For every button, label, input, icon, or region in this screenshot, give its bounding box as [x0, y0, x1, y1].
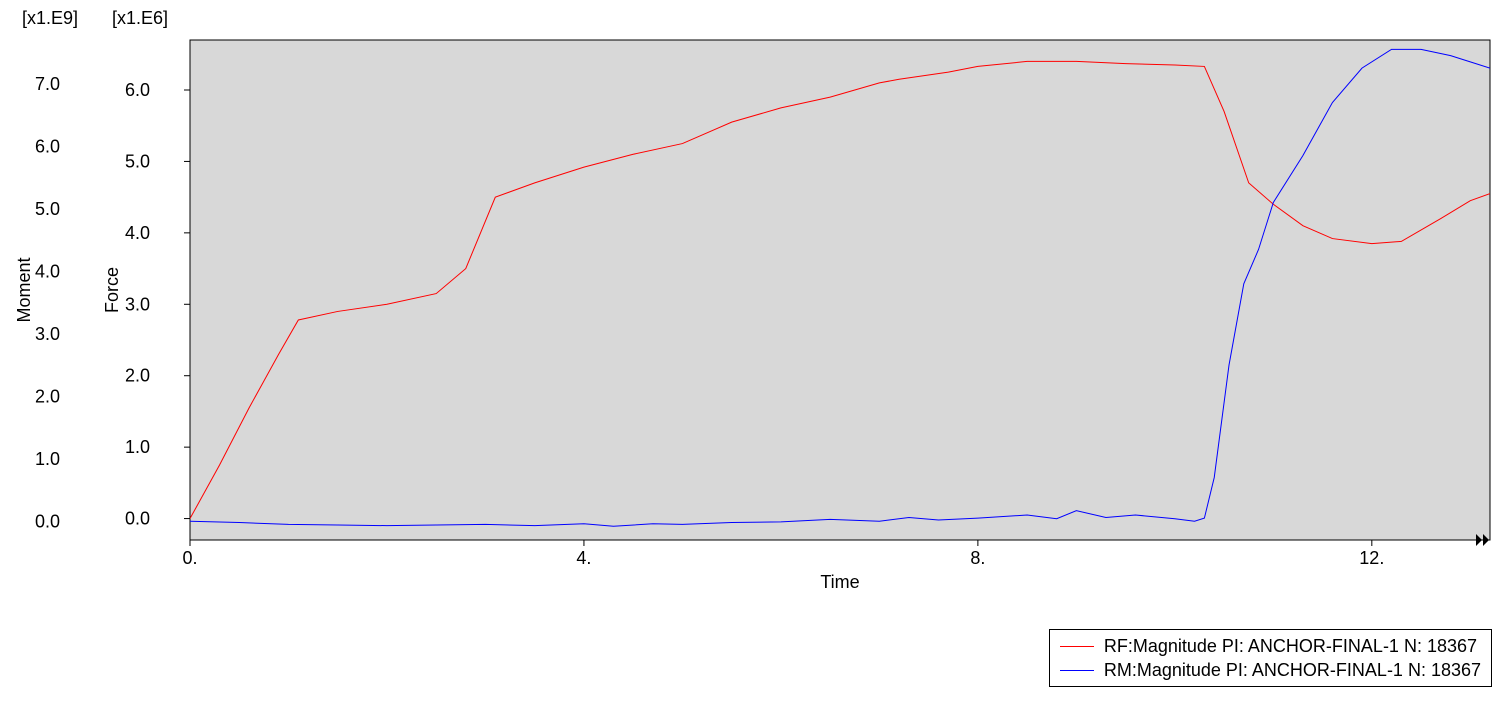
y-right-axis-title: Force [102, 267, 122, 313]
y-left-tick-label: 7.0 [35, 74, 60, 94]
x-tick-label: 4. [576, 548, 591, 568]
y-left-tick-label: 4.0 [35, 261, 60, 281]
y-left-tick-label: 1.0 [35, 449, 60, 469]
x-axis-title: Time [820, 572, 859, 592]
x-tick-label: 0. [182, 548, 197, 568]
legend-row-rm: RM:Magnitude PI: ANCHOR-FINAL-1 N: 18367 [1060, 658, 1481, 682]
y-right-tick-label: 1.0 [125, 437, 150, 457]
y-right-tick-label: 4.0 [125, 223, 150, 243]
y-right-multiplier: [x1.E6] [112, 8, 168, 28]
legend-label: RM:Magnitude PI: ANCHOR-FINAL-1 N: 18367 [1104, 660, 1481, 681]
legend-swatch [1060, 646, 1094, 647]
y-left-tick-label: 6.0 [35, 136, 60, 156]
y-left-tick-label: 3.0 [35, 324, 60, 344]
y-left-axis-title: Moment [14, 257, 34, 322]
dual-axis-line-chart: 0. 4. 8. 12. Time 0.0 1.0 2.0 3.0 4.0 5.0 6.0 7.0 Mom… [0, 0, 1502, 705]
y-right-tick-label: 6.0 [125, 80, 150, 100]
legend-label: RF:Magnitude PI: ANCHOR-FINAL-1 N: 18367 [1104, 636, 1477, 657]
y-left-tick-label: 5.0 [35, 199, 60, 219]
plot-area [190, 40, 1490, 540]
y-right-tick-label: 5.0 [125, 151, 150, 171]
y-right-tick-label: 0.0 [125, 509, 150, 529]
y-left-tick-label: 0.0 [35, 511, 60, 531]
y-left-tick-label: 2.0 [35, 386, 60, 406]
legend-swatch [1060, 670, 1094, 671]
y-left-multiplier: [x1.E9] [22, 8, 78, 28]
legend: RF:Magnitude PI: ANCHOR-FINAL-1 N: 18367… [1049, 629, 1492, 687]
y-right-tick-label: 3.0 [125, 294, 150, 314]
x-tick-label: 12. [1359, 548, 1384, 568]
x-tick-label: 8. [970, 548, 985, 568]
y-right-tick-label: 2.0 [125, 366, 150, 386]
legend-row-rf: RF:Magnitude PI: ANCHOR-FINAL-1 N: 18367 [1060, 634, 1481, 658]
